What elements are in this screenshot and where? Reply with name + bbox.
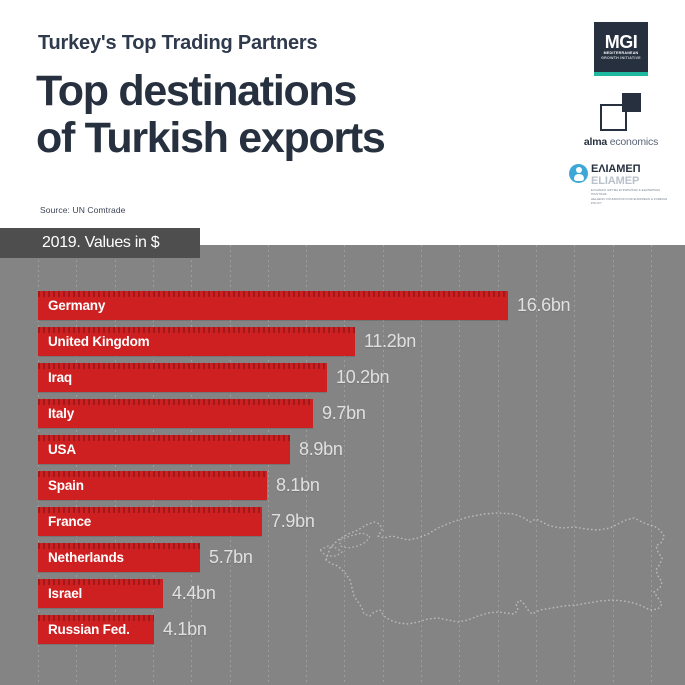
bar-category-label: Russian Fed. <box>48 622 130 637</box>
eliamep-greek-wordmark: ΕΛΙΑΜΕΠ <box>591 163 641 175</box>
bar-row: Italy 9.7bn <box>38 399 366 428</box>
mgi-subtitle-line-2: GROWTH INITIATIVE <box>601 56 641 60</box>
bar: Netherlands <box>38 543 200 572</box>
eliamep-latin-wordmark: ELIAMEP <box>591 175 640 187</box>
bar-value-label: 7.9bn <box>271 511 315 531</box>
bar-category-label: Spain <box>48 478 84 493</box>
bar: France <box>38 507 262 536</box>
bar-row: Germany 16.6bn <box>38 291 571 320</box>
bar-row: Netherlands 5.7bn <box>38 543 253 572</box>
mgi-wordmark: MGI <box>604 32 638 52</box>
bar-category-label: Italy <box>48 406 75 421</box>
period-banner: 2019. Values in $ <box>0 228 200 258</box>
page-title: Top destinations of Turkish exports <box>36 67 386 162</box>
chart-area: Germany 16.6bn United Kingdom 11.2bn Iraq 10.… <box>0 245 685 685</box>
bar-category-label: Germany <box>48 298 106 313</box>
bar-category-label: Iraq <box>48 370 72 385</box>
bar: Spain <box>38 471 267 500</box>
mgi-logo: MGI MEDITERRANEAN GROWTH INITIATIVE <box>594 22 648 76</box>
bar-chart: Germany 16.6bn United Kingdom 11.2bn Iraq 10.… <box>0 245 685 685</box>
bar-value-label: 11.2bn <box>364 331 416 351</box>
alma-wordmark-bold: alma <box>583 136 608 148</box>
bar: USA <box>38 435 290 464</box>
alma-wordmark-light: economics <box>607 136 659 148</box>
bar-row: Iraq 10.2bn <box>38 363 390 392</box>
logo-group: MGI MEDITERRANEAN GROWTH INITIATIVE alma… <box>569 22 673 205</box>
bar-row: United Kingdom 11.2bn <box>38 327 416 356</box>
alma-squares-icon <box>595 92 647 132</box>
bar-category-label: Israel <box>48 586 83 601</box>
bar-category-label: USA <box>48 442 76 457</box>
bar: Italy <box>38 399 313 428</box>
period-banner-label: 2019. Values in $ <box>42 234 160 251</box>
bar-value-label: 16.6bn <box>517 295 571 315</box>
alma-economics-logo: alma economics <box>569 92 673 148</box>
header: Turkey's Top Trading Partners Top destin… <box>0 0 685 245</box>
eliamep-tagline-greek: ΕΛΛΗΝΙΚΟ ΙΔΡΥΜΑ ΕΥΡΩΠΑΪΚΗΣ & ΕΞΩΤΕΡΙΚΗΣ … <box>591 188 661 196</box>
eliamep-text-block: ΕΛΙΑΜΕΠ ELIAMEP ΕΛΛΗΝΙΚΟ ΙΔΡΥΜΑ ΕΥΡΩΠΑΪΚ… <box>591 163 673 206</box>
bar-value-label: 8.1bn <box>276 475 320 495</box>
eliamep-logo: ΕΛΙΑΜΕΠ ELIAMEP ΕΛΛΗΝΙΚΟ ΙΔΡΥΜΑ ΕΥΡΩΠΑΪΚ… <box>569 164 673 205</box>
bar: Israel <box>38 579 163 608</box>
bar-row: France 7.9bn <box>38 507 315 536</box>
bar: Russian Fed. <box>38 615 154 644</box>
bar-value-label: 4.1bn <box>163 619 207 639</box>
bar: Germany <box>38 291 508 320</box>
bar-category-label: United Kingdom <box>48 334 150 349</box>
kicker-title: Turkey's Top Trading Partners <box>38 32 318 54</box>
page-title-line-1: Top destinations <box>36 67 357 115</box>
bar-row: USA 8.9bn <box>38 435 343 464</box>
bar: United Kingdom <box>38 327 355 356</box>
bar: Iraq <box>38 363 327 392</box>
page-title-line-2: of Turkish exports <box>36 114 386 162</box>
mgi-subtitle-line-1: MEDITERRANEAN <box>603 51 639 55</box>
bar-value-label: 5.7bn <box>209 547 253 567</box>
bar-category-label: Netherlands <box>48 550 124 565</box>
bar-row: Spain 8.1bn <box>38 471 320 500</box>
bar-value-label: 8.9bn <box>299 439 343 459</box>
bar-value-label: 10.2bn <box>336 367 390 387</box>
bar-row: Russian Fed. 4.1bn <box>38 615 207 644</box>
eliamep-tagline-english: HELLENIC FOUNDATION FOR EUROPEAN & FOREI… <box>591 197 668 205</box>
alma-square-filled <box>622 93 641 112</box>
eliamep-person-icon <box>569 164 588 183</box>
bar-value-label: 9.7bn <box>322 403 366 423</box>
source-note: Source: UN Comtrade <box>40 205 126 215</box>
bar-category-label: France <box>48 514 92 529</box>
alma-wordmark: alma economics <box>569 136 673 148</box>
bar-row: Israel 4.4bn <box>38 579 216 608</box>
turkey-map-outline <box>318 500 678 650</box>
bar-value-label: 4.4bn <box>172 583 216 603</box>
